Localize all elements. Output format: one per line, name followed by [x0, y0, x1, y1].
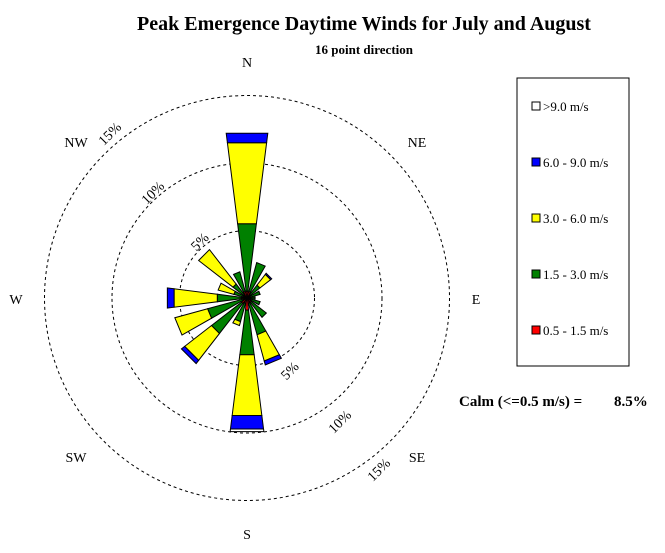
legend-swatch-0 — [531, 325, 541, 335]
legend-label-3: 6.0 - 9.0 m/s — [543, 155, 608, 170]
bar-wnw-bin-2 — [217, 282, 236, 296]
direction-label-n: N — [242, 56, 252, 71]
bar-sw-bin-3 — [180, 345, 200, 365]
wind-bars — [166, 132, 283, 433]
bar-n-bin-2 — [226, 142, 268, 225]
bar-s-bin-2 — [231, 354, 263, 416]
ring-15-percent — [44, 95, 450, 501]
direction-label-nw: NW — [64, 136, 88, 151]
bar-ene-bin-1 — [248, 290, 261, 298]
bar-e-bin-1 — [249, 296, 256, 300]
legend-label-2: 3.0 - 6.0 m/s — [543, 211, 608, 226]
legend: >9.0 m/s 6.0 - 9.0 m/s 3.0 - 6.0 m/s 1.5 - … — [531, 99, 608, 338]
bar-s-bin-4 — [229, 428, 265, 433]
chart-subtitle: 16 point direction — [315, 42, 414, 57]
legend-swatch-2 — [531, 213, 541, 223]
bar-sse-bin-3 — [263, 354, 283, 366]
bar-w-bin-2 — [173, 288, 218, 308]
bar-n-bin-3 — [225, 132, 269, 144]
direction-label-se: SE — [409, 451, 425, 466]
ring-label-15-nw: 15% — [96, 120, 125, 149]
ring-10-percent — [111, 162, 383, 434]
bar-ne-bin-3 — [264, 272, 273, 281]
direction-label-w: W — [9, 293, 23, 308]
bar-nne-bin-1 — [248, 261, 266, 293]
legend-label-0: 0.5 - 1.5 m/s — [543, 323, 608, 338]
bar-nw-bin-2 — [197, 248, 237, 288]
bar-se-bin-1 — [249, 300, 268, 319]
bar-wsw-bin-2 — [174, 308, 213, 336]
legend-swatch-3 — [531, 157, 541, 167]
direction-label-sw: SW — [66, 451, 88, 466]
legend-swatch-1 — [531, 269, 541, 279]
ring-label-10-se: 10% — [326, 408, 355, 437]
bar-ese-bin-1 — [249, 298, 261, 306]
direction-label-e: E — [472, 293, 481, 308]
calm-value: 8.5% — [614, 394, 648, 410]
bar-ssw-bin-2 — [232, 318, 242, 327]
ring-label-5-se: 5% — [279, 359, 303, 383]
bar-w-bin-3 — [166, 287, 175, 309]
legend-label-1: 1.5 - 3.0 m/s — [543, 267, 608, 282]
chart-title: Peak Emergence Daytime Winds for July an… — [137, 13, 591, 35]
calm-label: Calm (<=0.5 m/s) = — [459, 394, 582, 410]
ring-label-10-nw: 10% — [139, 179, 168, 208]
direction-label-ne: NE — [408, 136, 427, 151]
legend-label-4: >9.0 m/s — [543, 99, 589, 114]
ring-label-15-se: 15% — [365, 456, 394, 485]
bar-nnw-bin-1 — [232, 271, 246, 293]
direction-label-s: S — [243, 528, 251, 543]
legend-swatch-4 — [531, 101, 541, 111]
bar-s-bin-3 — [229, 414, 265, 430]
